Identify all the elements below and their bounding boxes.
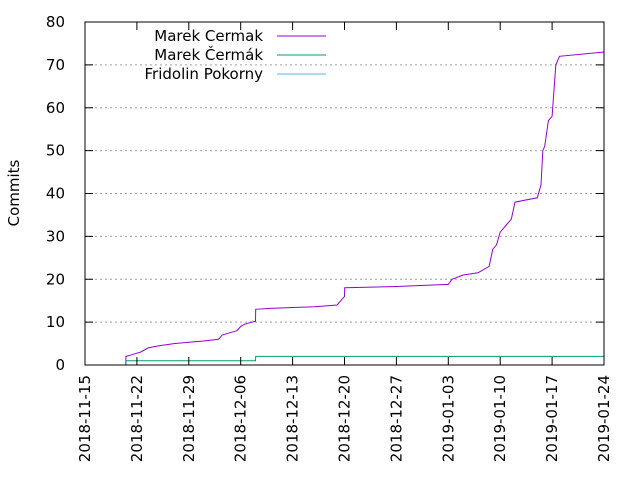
series-line-1 xyxy=(125,355,604,366)
x-tick-label: 2018-12-06 xyxy=(232,375,250,462)
x-axis: 2018-11-15 2018-11-22 2018-11-29 2018-12-06… xyxy=(76,22,613,462)
series-line-0 xyxy=(125,51,605,366)
x-tick-label: 2018-11-22 xyxy=(128,375,146,462)
x-tick-label: 2018-12-13 xyxy=(284,375,302,462)
x-tick-label: 2018-12-27 xyxy=(387,375,405,462)
gridlines xyxy=(85,64,604,323)
y-tick-label: 10 xyxy=(46,313,65,331)
y-axis: 0 10 20 30 40 50 60 70 80 xyxy=(46,13,604,374)
legend-label: Marek Cermak xyxy=(154,27,263,45)
y-tick-label: 50 xyxy=(46,142,65,160)
legend-label: Fridolin Pokorny xyxy=(145,65,264,83)
x-tick-label: 2018-11-15 xyxy=(76,375,94,462)
x-tick-label: 2019-01-17 xyxy=(543,375,561,462)
series-lines xyxy=(125,51,605,366)
y-tick-label: 0 xyxy=(55,356,65,374)
x-tick-label: 2019-01-03 xyxy=(439,375,457,462)
y-tick-label: 40 xyxy=(46,185,65,203)
x-tick-label: 2018-12-20 xyxy=(336,375,354,462)
legend-label: Marek Čermák xyxy=(154,45,263,64)
x-tick-label: 2019-01-10 xyxy=(491,375,509,462)
x-tick-label: 2018-11-29 xyxy=(180,375,198,462)
y-tick-label: 30 xyxy=(46,227,65,245)
x-tick-label: 2019-01-24 xyxy=(595,375,613,462)
y-tick-label: 60 xyxy=(46,99,65,117)
y-tick-label: 80 xyxy=(46,13,65,31)
y-tick-label: 70 xyxy=(46,56,65,74)
y-tick-label: 20 xyxy=(46,270,65,288)
y-axis-label: Commits xyxy=(5,159,23,226)
